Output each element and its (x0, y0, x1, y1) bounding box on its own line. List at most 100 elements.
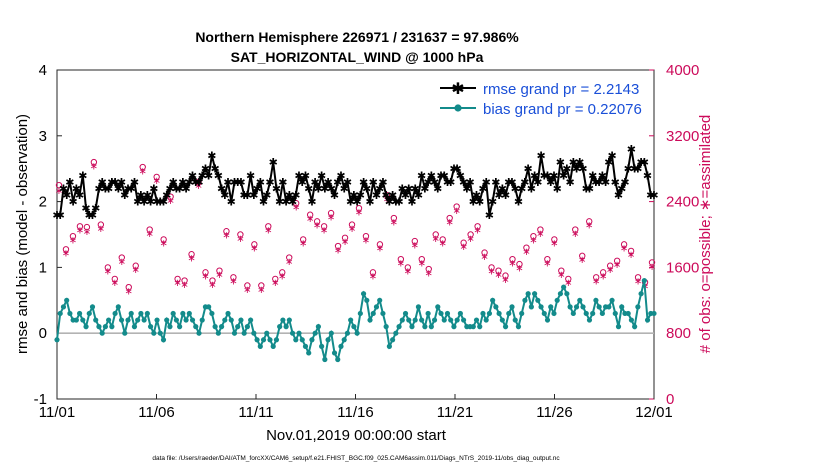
obs-assimilated-point: ∗ (222, 231, 230, 242)
rmse-point: ✱ (178, 177, 187, 189)
obs-assimilated-point: ∗ (306, 214, 314, 225)
obs-possible-point (474, 223, 481, 230)
bias-point (199, 317, 205, 323)
rmse-point: ✱ (388, 190, 397, 202)
rmse-point: ✱ (88, 210, 97, 222)
obs-possible-point (439, 236, 446, 243)
rmse-point: ✱ (343, 177, 352, 189)
bias-point (438, 310, 444, 317)
bias-point (144, 310, 150, 317)
rmse-point: ✱ (372, 190, 381, 202)
bias-point (277, 324, 283, 330)
rmse-point: ✱ (133, 197, 142, 209)
rmse-point: ✱ (456, 170, 465, 182)
obs-assimilated-point: ∗ (480, 252, 488, 263)
rmse-point: ✱ (514, 197, 523, 209)
obs-assimilated-point: ∗ (341, 237, 349, 248)
rmse-point: ✱ (591, 177, 600, 189)
obs-assimilated-point: ∗ (529, 235, 537, 246)
obs-possible-point (565, 275, 572, 283)
obs-assimilated-point: ∗ (445, 217, 453, 228)
obs-possible-point (125, 283, 132, 291)
x-tick-label: 11/11 (238, 404, 273, 421)
bias-point (590, 310, 596, 317)
rmse-point: ✱ (582, 183, 591, 195)
obs-possible-point (265, 223, 272, 230)
bias-point (260, 337, 267, 343)
bias-point (244, 324, 250, 330)
bias-point (606, 304, 612, 310)
rmse-point: ✱ (446, 177, 455, 189)
obs-assimilated-point: ∗ (599, 272, 607, 283)
obs-possible-point (279, 269, 286, 276)
rmse-point: ✱ (91, 203, 100, 215)
rmse-point: ✱ (165, 183, 174, 195)
obs-possible-point (174, 275, 181, 283)
bias-point (541, 310, 547, 317)
rmse-point: ✱ (475, 197, 484, 209)
bias-point (228, 317, 234, 323)
bias-point (396, 324, 402, 330)
rmse-point: ✱ (607, 151, 616, 163)
obs-assimilated-point: ∗ (152, 176, 160, 187)
rmse-point: ✱ (378, 177, 387, 189)
bias-point (222, 317, 228, 323)
rmse-point: ✱ (130, 177, 139, 189)
obs-assimilated-point: ∗ (466, 234, 474, 245)
rmse-point: ✱ (598, 170, 607, 182)
series-possible (55, 158, 656, 291)
rmse-point: ✱ (404, 183, 413, 195)
rmse-point: ✱ (459, 177, 468, 189)
bias-point (586, 317, 593, 323)
obs-possible-point (613, 257, 621, 265)
obs-assimilated-point: ∗ (236, 234, 244, 245)
rmse-point: ✱ (453, 164, 462, 176)
bias-point (548, 304, 554, 310)
bias-point (425, 310, 431, 317)
bias-point (164, 317, 170, 323)
rmse-point: ✱ (533, 177, 542, 189)
bias-point (267, 337, 273, 343)
rmse-point: ✱ (252, 183, 261, 195)
obs-possible-point (299, 236, 307, 243)
rmse-point: ✱ (249, 190, 258, 202)
bias-point (293, 337, 299, 343)
rmse-point: ✱ (59, 183, 68, 195)
bias-point (289, 330, 296, 336)
obs-assimilated-point: ∗ (578, 255, 586, 266)
bias-point (596, 304, 602, 310)
bias-point (535, 297, 541, 303)
obs-assimilated-point: ∗ (201, 272, 209, 283)
rmse-point: ✱ (401, 190, 410, 202)
rmse-point: ✱ (485, 210, 494, 222)
obs-assimilated-point: ∗ (606, 265, 614, 276)
bias-point (419, 317, 425, 323)
obs-possible-point (620, 241, 628, 248)
rmse-point: ✱ (85, 210, 94, 222)
obs-possible-point (592, 274, 600, 281)
obs-assimilated-point: ∗ (550, 239, 558, 250)
bias-point (522, 297, 528, 303)
bias-point (615, 324, 622, 330)
bias-point (628, 317, 635, 323)
obs-assimilated-point: ∗ (62, 249, 70, 260)
rmse-point: ✱ (256, 177, 265, 189)
y-axis-label-left: rmse and bias (model - observation) (14, 114, 31, 354)
obs-assimilated-point: ∗ (55, 186, 63, 197)
rmse-point: ✱ (469, 197, 478, 209)
rmse-point: ✱ (198, 170, 207, 182)
rmse-point: ✱ (375, 183, 384, 195)
obs-assimilated-point: ∗ (292, 203, 300, 214)
obs-possible-point (202, 269, 209, 276)
obs-assimilated-point: ∗ (390, 217, 398, 228)
rmse-point: ✱ (394, 197, 403, 209)
bias-point (406, 317, 412, 323)
chart-title: Northern Hemisphere 226971 / 231637 = 97… (195, 29, 519, 45)
obs-assimilated-point: ∗ (508, 258, 516, 269)
bias-point (367, 317, 373, 323)
obs-assimilated-point: ∗ (648, 262, 656, 273)
bias-point (451, 324, 457, 330)
bias-point (512, 317, 518, 323)
y-tick-label-left: 0 (39, 325, 47, 342)
rmse-point: ✱ (243, 190, 252, 202)
